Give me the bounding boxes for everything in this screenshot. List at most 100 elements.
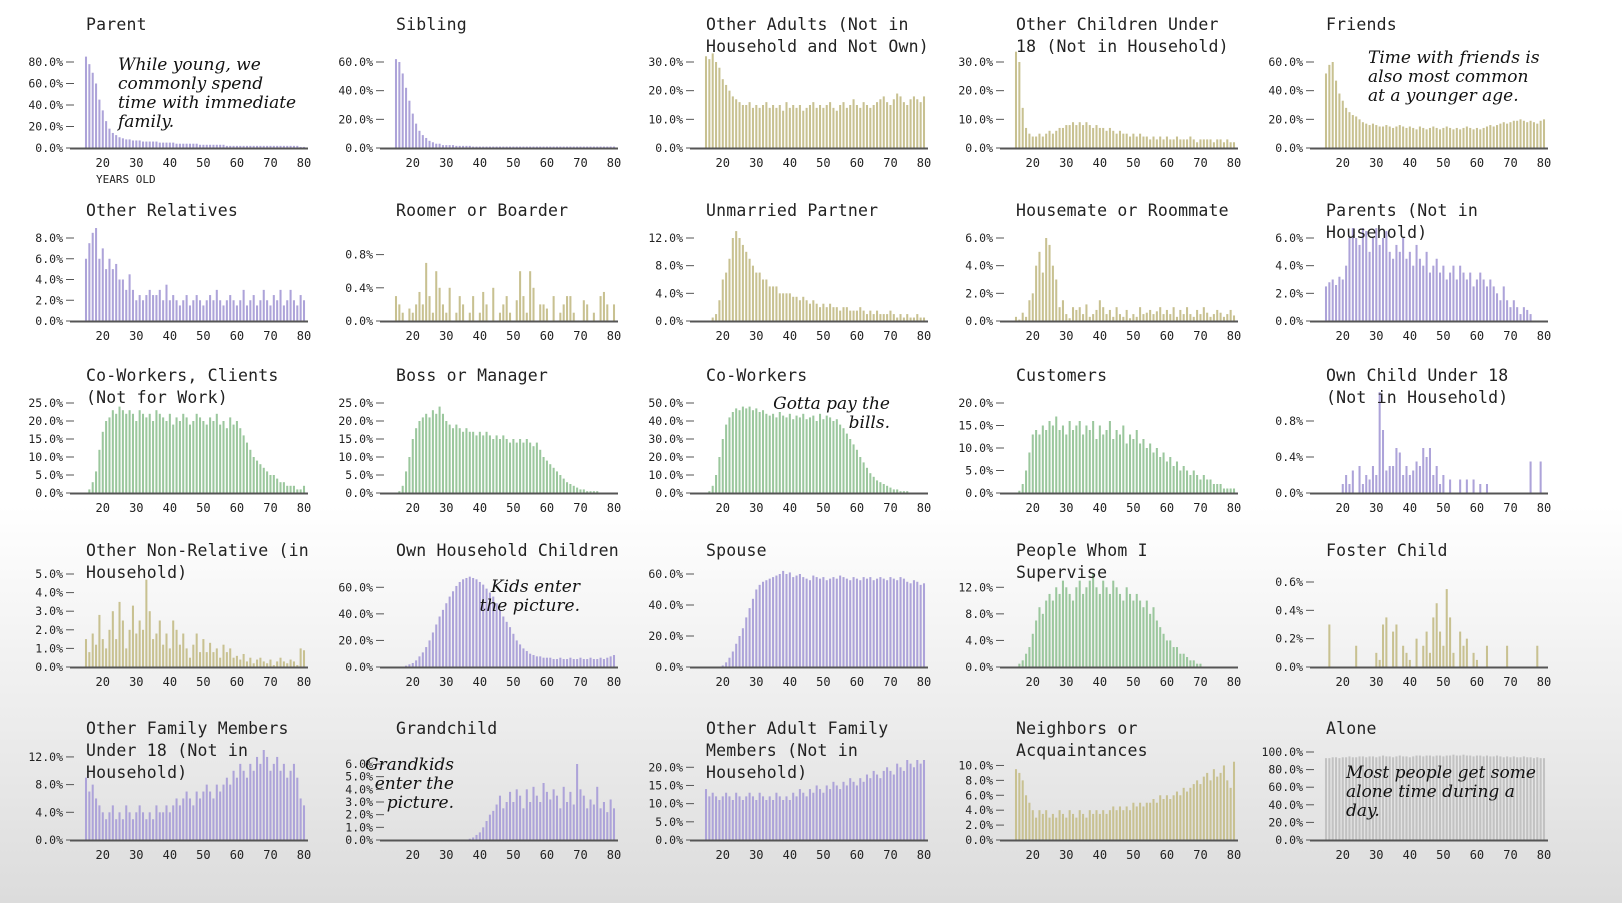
bar [1324, 758, 1328, 840]
bar [1025, 795, 1028, 840]
bar [522, 442, 525, 493]
bar [1529, 757, 1532, 840]
bar [902, 491, 905, 493]
bar [141, 629, 145, 667]
bar [815, 785, 818, 840]
y-tick-label: 40.0% [28, 98, 63, 112]
bar [725, 792, 728, 840]
bar [721, 79, 724, 148]
bar [215, 413, 218, 493]
bar [512, 802, 515, 840]
x-tick-label: 40 [473, 848, 487, 862]
bar [772, 800, 775, 840]
bar [539, 449, 542, 493]
bar [1186, 791, 1189, 840]
bar [802, 110, 805, 148]
bar [1025, 653, 1028, 667]
y-tick-label: 6.0% [1275, 231, 1303, 245]
bar [1475, 755, 1478, 840]
bar [1516, 120, 1519, 148]
bar [111, 805, 114, 840]
chart-panel: 0.0% 1.0% 2.0% 3.0% 4.0% 5.0% 6.0% 20 30 40 50 60 70… [310, 704, 630, 884]
bar [1496, 125, 1499, 148]
bar [889, 105, 892, 148]
bar [1529, 120, 1532, 148]
chart-svg: 0.0%0.4%0.8%20 30 40 50 60 70 80 [1275, 392, 1551, 515]
bar [1152, 452, 1155, 493]
bar [552, 467, 555, 493]
bar [1028, 647, 1031, 667]
bar [1432, 126, 1435, 148]
bar [1328, 282, 1331, 321]
bar [879, 577, 882, 667]
bar [1435, 466, 1438, 493]
bar [1021, 312, 1024, 321]
bar [1371, 466, 1374, 493]
bar [478, 581, 481, 667]
bar [896, 763, 899, 840]
bar [435, 413, 438, 493]
bar [1499, 756, 1502, 840]
bar [1449, 617, 1452, 667]
bar [842, 102, 845, 148]
bar [259, 300, 262, 321]
bar [876, 102, 879, 148]
chart-title: Sibling [396, 15, 467, 34]
y-tick-label: 0.0% [345, 314, 373, 328]
x-tick-label: 40 [783, 156, 797, 170]
bar [1358, 756, 1361, 840]
bar [1071, 122, 1075, 148]
chart-annotation: Grandkids enter the picture. [364, 755, 454, 813]
bar [1182, 466, 1185, 493]
bar [755, 272, 758, 321]
bar [1045, 238, 1048, 321]
bar [718, 300, 721, 321]
bar [212, 798, 215, 840]
bar [922, 760, 926, 840]
bar [562, 659, 565, 667]
bar [1512, 300, 1515, 321]
bar [168, 648, 171, 667]
bar [495, 804, 498, 840]
bar [1405, 756, 1408, 840]
bar [121, 410, 124, 493]
y-tick-label: 4.0% [345, 782, 373, 796]
bar [748, 608, 751, 667]
bar [502, 304, 505, 321]
bar [708, 796, 711, 840]
bar [292, 485, 295, 493]
bar [579, 789, 582, 840]
bar [839, 105, 842, 148]
bar [192, 805, 195, 840]
bar [488, 435, 491, 493]
chart-svg: 0.0%1.0%2.0%3.0%4.0%5.0%6.0%20 30 40 50 60 70… [345, 757, 621, 862]
chart-title: Co-Workers [706, 366, 808, 385]
bar [1031, 293, 1034, 321]
bar [1102, 580, 1105, 667]
y-tick-label: 6.0% [345, 757, 373, 771]
bar [711, 53, 714, 148]
bar [609, 146, 612, 148]
bar [782, 570, 785, 667]
bar [205, 300, 208, 321]
bar [1196, 142, 1199, 148]
bar [1375, 125, 1378, 148]
y-tick-label: 5.0% [965, 464, 993, 478]
bar [1529, 314, 1532, 321]
bar [1115, 810, 1118, 840]
bar [718, 67, 721, 148]
bar [152, 141, 155, 148]
bar [1345, 265, 1348, 321]
y-tick-label: 2.0% [345, 808, 373, 822]
bar [745, 251, 748, 321]
bar [1051, 600, 1054, 667]
bar [751, 796, 754, 840]
x-tick-label: 60 [540, 156, 554, 170]
y-tick-label: 4.0% [655, 286, 683, 300]
bar [879, 482, 882, 493]
bar [1355, 238, 1358, 321]
bar [292, 661, 295, 667]
bar [1435, 258, 1438, 321]
x-tick-label: 70 [883, 848, 897, 862]
bar [1455, 755, 1458, 840]
